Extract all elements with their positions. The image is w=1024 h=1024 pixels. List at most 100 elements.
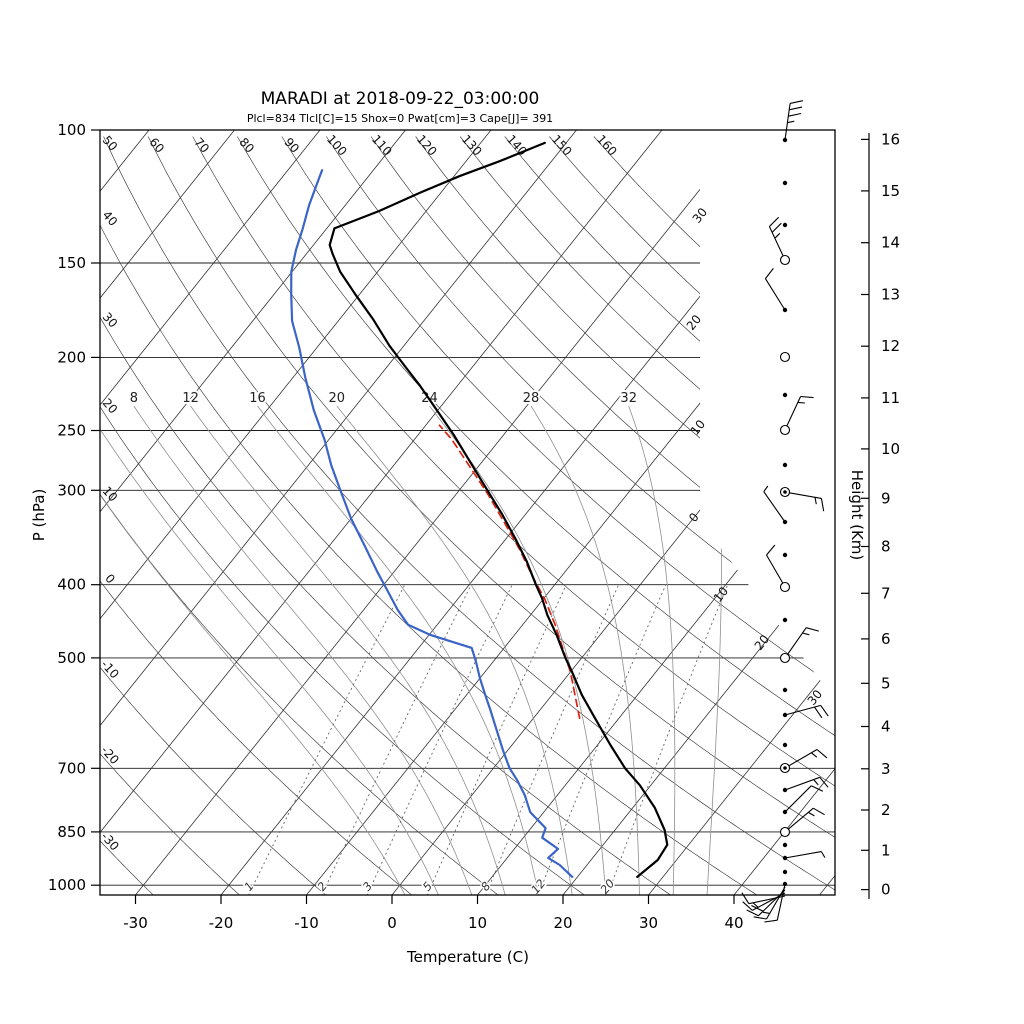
wind-feather: [820, 705, 829, 717]
mixing-ratio-label-2: 2: [314, 879, 329, 894]
isotherm-edge-label-6: 30: [805, 687, 825, 708]
moist-adiabat-label-28: 28: [523, 391, 540, 406]
wind-feather: [741, 892, 750, 904]
height-tick-label-2: 2: [881, 801, 891, 819]
wind-feather-half: [774, 232, 781, 239]
temp-tick-label-20: 20: [553, 914, 572, 932]
wind-barb-level-18: [779, 749, 828, 774]
wind-stem: [788, 807, 814, 830]
moist-adiabat-label-32: 32: [620, 391, 637, 406]
wind-circle: [779, 826, 791, 838]
moist-adiabat-label-16: 16: [249, 391, 266, 406]
mixing-ratio-line-3: [366, 584, 513, 895]
dry-adiabat-label-100: 100: [324, 132, 350, 158]
wind-barb-level-0: [782, 100, 804, 143]
dry-adiabat-label-130: 130: [459, 132, 485, 158]
wind-feather: [800, 395, 814, 399]
wind-barb-level-21: [779, 807, 825, 838]
wind-circle: [779, 351, 791, 363]
height-tick-label-5: 5: [881, 674, 891, 692]
wind-feather-half: [802, 632, 810, 636]
pressure-tick-label-850: 850: [57, 823, 86, 841]
temp-tick-label--20: -20: [209, 914, 234, 932]
wind-dot: [782, 869, 788, 875]
wind-barb-level-2: [782, 222, 788, 228]
temp-tick-label-40: 40: [724, 914, 743, 932]
mixing-ratio-label-1: 1: [241, 879, 256, 894]
height-tick-label-12: 12: [881, 337, 900, 355]
wind-barb-level-6: [782, 392, 788, 398]
wind-feather: [813, 807, 825, 816]
wind-circle: [779, 581, 791, 593]
isotherm-edge-label-1: 20: [684, 312, 704, 333]
wind-feather: [789, 106, 803, 111]
wind-feather-half: [752, 902, 759, 908]
wind-stem: [786, 396, 802, 427]
wind-dot: [782, 687, 788, 693]
wind-dot: [782, 842, 788, 848]
wind-feather: [806, 627, 819, 632]
height-tick-label-6: 6: [881, 630, 891, 648]
height-tick-label-7: 7: [881, 584, 891, 602]
wind-feather-half: [763, 485, 769, 493]
pressure-tick-label-300: 300: [57, 481, 86, 499]
wind-barb-level-26: [753, 886, 786, 920]
dry-adiabat-label-110: 110: [369, 132, 395, 158]
wind-stem: [784, 103, 791, 141]
isotherm--90: [100, 130, 235, 895]
moist-adiabat-24: [429, 405, 607, 895]
dry-adiabat-label-20: 20: [100, 396, 121, 417]
dry-adiabat-70: [192, 136, 835, 895]
wind-barb-level-28: [742, 892, 786, 911]
chart-subtitle: Plcl=834 Tlcl[C]=15 Shox=0 Pwat[cm]=3 Ca…: [247, 112, 553, 125]
dry-adiabat--20: [100, 136, 241, 895]
height-tick-label-14: 14: [881, 234, 900, 252]
moist-adiabat-20: [336, 405, 573, 895]
moist-adiabat-4: [100, 405, 440, 895]
wind-barb-level-17: [782, 742, 788, 748]
height-tick-label-0: 0: [881, 881, 891, 899]
isotherm--60: [100, 130, 492, 895]
wind-feather: [769, 216, 779, 227]
height-tick-label-3: 3: [881, 760, 891, 778]
wind-barb-level-22: [782, 842, 788, 848]
temp-tick-label-10: 10: [468, 914, 487, 932]
pressure-tick-label-400: 400: [57, 576, 86, 594]
wind-barb-level-15: [782, 687, 788, 693]
temp-tick-label--10: -10: [294, 914, 319, 932]
dry-adiabat-90: [281, 136, 835, 895]
wind-barb-level-11: [782, 552, 788, 558]
wind-dot: [783, 766, 787, 770]
isotherm--10: [299, 130, 835, 895]
wind-feather-half: [811, 752, 818, 758]
wind-feather: [753, 916, 767, 920]
dry-adiabat--10: [100, 136, 327, 895]
pressure-tick-label-500: 500: [57, 649, 86, 667]
dry-adiabat-60: [147, 136, 835, 895]
pressure-tick-label-150: 150: [57, 254, 86, 272]
moist-adiabat-label-8: 8: [130, 391, 138, 406]
dry-adiabat-label-0: 0: [102, 571, 118, 586]
dry-adiabat-label-90: 90: [281, 135, 302, 156]
wind-stem: [784, 851, 822, 859]
isotherm-0: [385, 130, 835, 895]
wind-barb-level-7: [779, 395, 814, 436]
mixing-ratio-line-2: [321, 584, 472, 895]
isotherm--50: [100, 130, 577, 895]
dry-adiabat-130: [459, 136, 835, 895]
wind-dot: [782, 742, 788, 748]
isotherm--100: [100, 130, 150, 895]
dry-adiabat-80: [237, 136, 835, 895]
wind-feather: [742, 901, 753, 911]
moist-adiabat-32: [628, 405, 676, 895]
wind-barb-level-24: [782, 869, 788, 875]
dry-adiabat-label--30: -30: [98, 829, 122, 853]
pressure-tick-label-100: 100: [57, 121, 86, 139]
height-tick-label-1: 1: [881, 841, 891, 859]
wind-barb-level-1: [782, 180, 788, 186]
wind-stem: [784, 776, 820, 791]
dry-adiabat-50: [103, 136, 835, 895]
wind-feather: [766, 544, 776, 556]
